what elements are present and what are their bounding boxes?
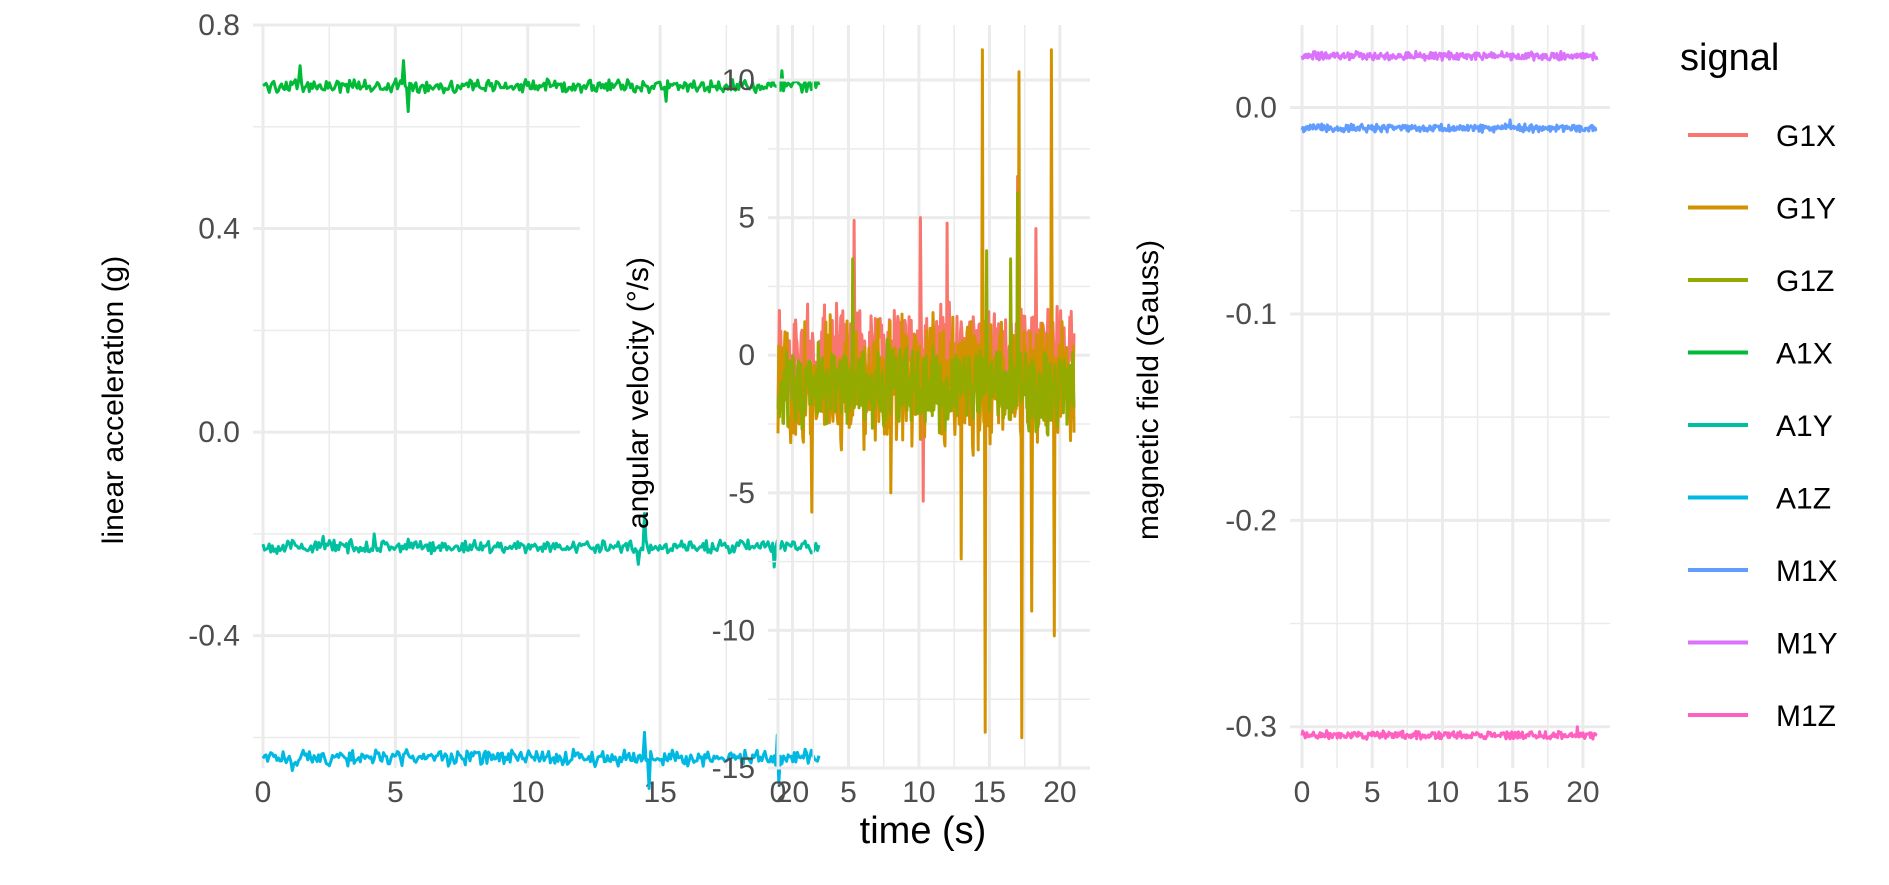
x-tick-label: 0 xyxy=(1294,776,1311,809)
series-line-a1x xyxy=(262,59,821,113)
panel-magnetic-field: 0 5 10 15 20 0.0 -0.1 -0.2 -0.3 magnetic field (… xyxy=(1132,25,1610,809)
y-axis-title-1: angular velocity (°/s) xyxy=(622,257,655,529)
x-tick-label: 10 xyxy=(902,776,935,809)
y-tick-label: 10 xyxy=(722,64,755,97)
x-tick-label: 5 xyxy=(387,776,404,809)
x-axis-title: time (s) xyxy=(860,810,987,852)
legend-label-a1y: A1Y xyxy=(1776,410,1833,443)
x-tick-label: 15 xyxy=(1496,776,1529,809)
y-tick-label: -5 xyxy=(728,477,755,510)
series-line-m1z xyxy=(1300,725,1598,741)
x-tick-label: 0 xyxy=(255,776,272,809)
x-tick-label: 0 xyxy=(770,776,787,809)
series-line-m1x xyxy=(1300,118,1598,134)
y-axis-title-0: linear acceleration (g) xyxy=(97,256,130,544)
y-tick-label: -15 xyxy=(712,752,755,785)
y-tick-label: 0.0 xyxy=(1235,92,1277,125)
legend-items: G1X G1Y G1Z A1X A1Y A1Z M1X M1Y M1Z xyxy=(1688,120,1838,733)
series-line-a1z xyxy=(261,730,821,790)
y-axis-title-2: magnetic field (Gauss) xyxy=(1132,240,1165,540)
legend-title: signal xyxy=(1680,37,1779,79)
tick-labels-0: 0 5 10 15 200.80.40.0-0.4 xyxy=(188,9,809,809)
x-tick-label: 20 xyxy=(1043,776,1076,809)
legend-label-g1y: G1Y xyxy=(1776,193,1836,226)
x-tick-label: 20 xyxy=(1566,776,1599,809)
legend-label-m1x: M1X xyxy=(1776,555,1838,588)
grid-lines-2 xyxy=(1290,25,1610,768)
series-lines-1 xyxy=(776,48,1076,740)
series-lines-0 xyxy=(261,59,821,790)
x-tick-label: 5 xyxy=(840,776,857,809)
y-tick-label: 0.4 xyxy=(198,213,240,246)
panel-angular-velocity: 0 5 10 15 20 10 5 0 -5 -10 -15 angular velocity (°… xyxy=(622,25,1090,809)
legend-label-g1z: G1Z xyxy=(1776,265,1834,298)
x-tick-label: 15 xyxy=(973,776,1006,809)
y-tick-label: -0.2 xyxy=(1225,504,1277,537)
legend-label-a1x: A1X xyxy=(1776,338,1833,371)
legend-label-m1z: M1Z xyxy=(1776,700,1836,733)
legend-label-a1z: A1Z xyxy=(1776,483,1831,516)
legend-label-m1y: M1Y xyxy=(1776,628,1838,661)
series-line-m1y xyxy=(1300,49,1599,62)
series-lines-2 xyxy=(1300,49,1599,741)
y-tick-label: -10 xyxy=(712,614,755,647)
grid-lines-0 xyxy=(253,23,795,768)
series-line-a1y xyxy=(261,512,821,569)
x-tick-label: 10 xyxy=(1426,776,1459,809)
legend: signal G1X G1Y G1Z A1X A1Y A1Z M1X M1Y M1Z xyxy=(1680,37,1838,733)
x-tick-label: 10 xyxy=(511,776,544,809)
y-tick-label: 5 xyxy=(738,202,755,235)
y-tick-label: 0.0 xyxy=(198,416,240,449)
panel-linear-acceleration: 0 5 10 15 200.80.40.0-0.4 linear acceleratio… xyxy=(97,9,821,809)
legend-label-g1x: G1X xyxy=(1776,120,1836,153)
y-tick-label: -0.3 xyxy=(1225,711,1277,744)
y-tick-label: 0 xyxy=(738,339,755,372)
tick-labels-1: 0 5 10 15 20 10 5 0 -5 -10 -15 xyxy=(712,64,1077,809)
series-line-g1z xyxy=(776,191,1076,437)
y-tick-label: -0.1 xyxy=(1225,298,1277,331)
x-tick-label: 5 xyxy=(1364,776,1381,809)
y-tick-label: -0.4 xyxy=(188,620,240,653)
x-tick-label: 20 xyxy=(776,776,809,809)
y-tick-label: 0.8 xyxy=(198,9,240,42)
tick-labels-2: 0 5 10 15 20 0.0 -0.1 -0.2 -0.3 xyxy=(1225,92,1599,809)
